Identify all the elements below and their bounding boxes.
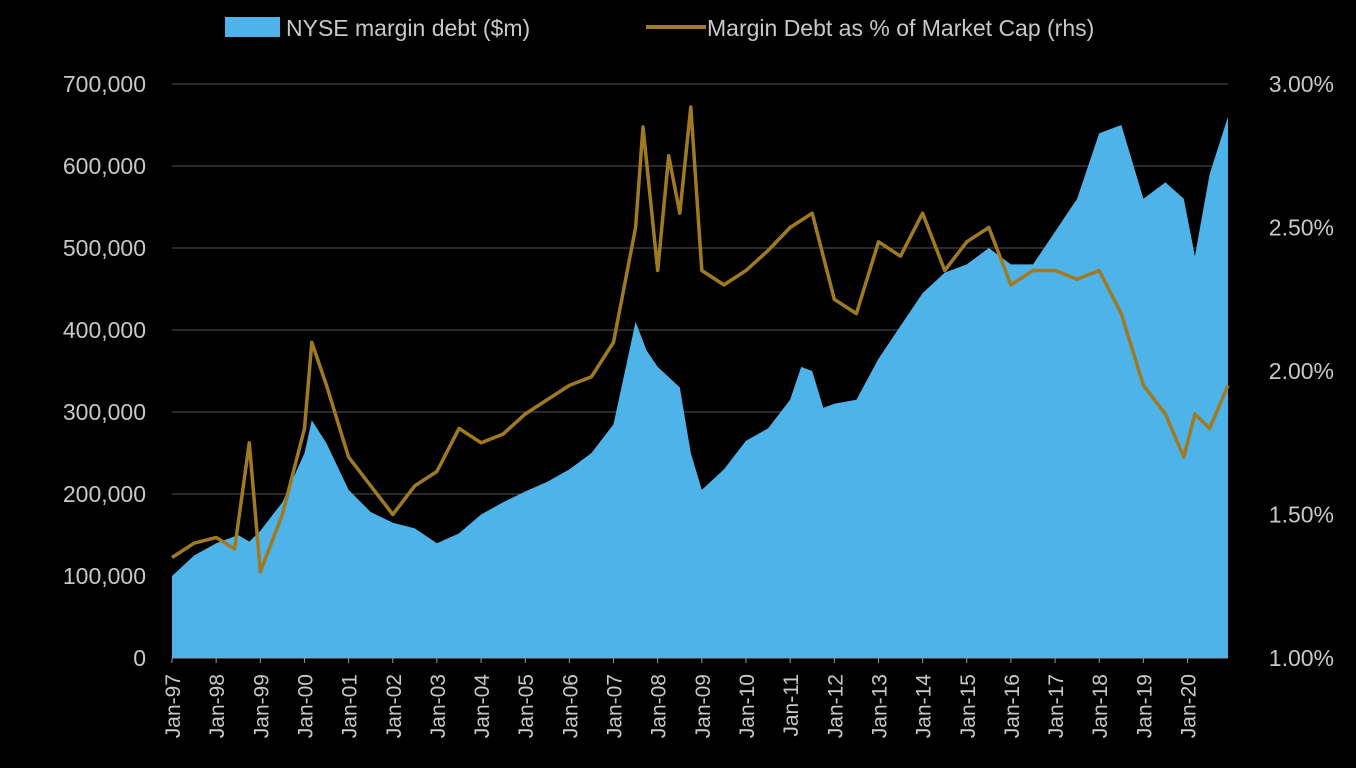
x-tick-label: Jan-00	[294, 674, 317, 738]
x-tick-label: Jan-07	[604, 674, 627, 738]
left-tick-label: 500,000	[63, 235, 146, 261]
x-tick-label: Jan-99	[250, 674, 273, 738]
area-series-layer	[172, 116, 1228, 659]
left-tick-label: 0	[133, 645, 146, 671]
x-tick-label: Jan-09	[692, 674, 715, 738]
x-tick-label: Jan-01	[339, 674, 362, 738]
x-tick-label: Jan-17	[1045, 674, 1068, 738]
right-tick-label: 3.00%	[1269, 71, 1334, 97]
right-tick-label: 1.50%	[1269, 502, 1334, 528]
right-axis: 1.00% 1.50% 2.00% 2.50% 3.00%	[1269, 71, 1334, 671]
x-tick-label: Jan-06	[559, 674, 582, 738]
legend-label-line: Margin Debt as % of Market Cap (rhs)	[707, 15, 1094, 41]
left-axis: 0 100,000 200,000 300,000 400,000 500,000 600,…	[63, 71, 146, 671]
x-tick-label: Jan-08	[648, 674, 671, 738]
right-tick-label: 1.00%	[1269, 645, 1334, 671]
left-tick-label: 300,000	[63, 399, 146, 425]
x-tick-label: Jan-97	[162, 674, 185, 738]
x-tick-label: Jan-11	[780, 674, 803, 737]
area-series-nyse-margin-debt	[172, 116, 1228, 659]
x-tick-label: Jan-05	[515, 674, 538, 738]
line-series-margin-debt-pct	[171, 105, 1230, 574]
left-tick-label: 200,000	[63, 481, 146, 507]
legend-label-area: NYSE margin debt ($m)	[286, 15, 530, 41]
legend: NYSE margin debt ($m) Margin Debt as % o…	[225, 15, 1094, 41]
left-tick-label: 400,000	[63, 317, 146, 343]
x-tick-label: Jan-03	[427, 674, 450, 738]
left-tick-label: 700,000	[63, 71, 146, 97]
left-tick-label: 600,000	[63, 153, 146, 179]
line-series-layer	[171, 105, 1230, 574]
left-tick-label: 100,000	[63, 563, 146, 589]
right-tick-label: 2.50%	[1269, 215, 1334, 241]
right-tick-label: 2.00%	[1269, 358, 1334, 384]
x-tick-label: Jan-15	[957, 674, 980, 738]
x-tick-label: Jan-19	[1133, 674, 1156, 738]
x-tick-label: Jan-13	[868, 674, 891, 738]
x-tick-label: Jan-10	[736, 674, 759, 738]
x-tick-label: Jan-16	[1001, 674, 1024, 738]
x-tick-label: Jan-14	[913, 674, 936, 739]
x-tick-label: Jan-04	[471, 674, 494, 739]
x-tick-label: Jan-12	[824, 674, 847, 738]
x-tick-label: Jan-20	[1178, 674, 1201, 738]
x-axis: Jan-97 Jan-98 Jan-99 Jan-00 Jan-01 Jan-02 Jan-…	[162, 657, 1228, 739]
x-tick-label: Jan-98	[206, 674, 229, 738]
x-tick-label: Jan-18	[1089, 674, 1112, 738]
legend-swatch-area	[225, 17, 280, 37]
x-tick-label: Jan-02	[383, 674, 406, 738]
